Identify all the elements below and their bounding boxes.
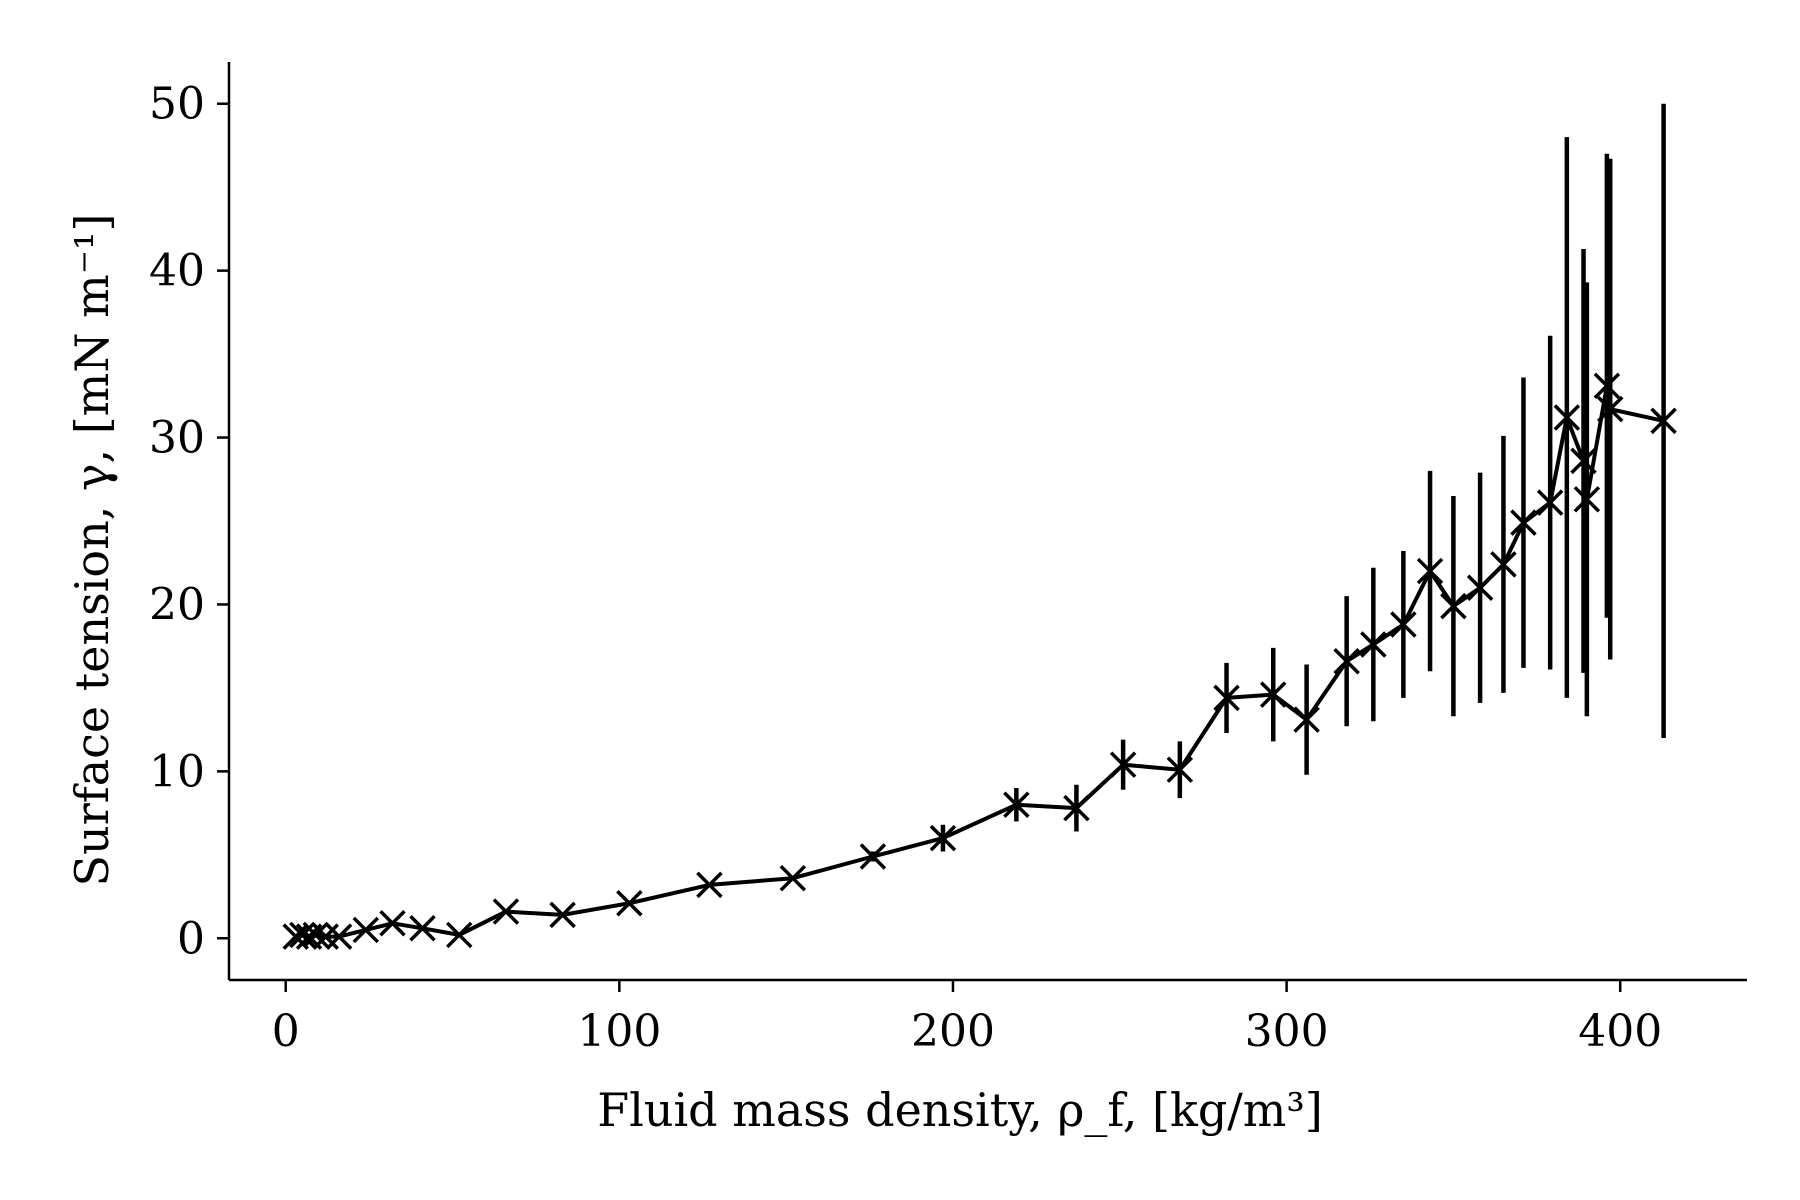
data-point (1593, 372, 1621, 400)
data-point (1260, 681, 1287, 708)
data-point (1440, 592, 1467, 620)
marker-stroke (445, 921, 473, 949)
marker-stroke (1440, 592, 1467, 620)
x-ticks: 0 100 200 300 400 (272, 980, 1662, 1057)
data-point (1063, 794, 1090, 822)
y-axis-label: Surface tension, γ, [mN m⁻¹] (65, 214, 119, 887)
data-point (1510, 509, 1537, 536)
marker-stroke (1213, 684, 1240, 712)
data-point (1536, 489, 1564, 516)
marker-stroke (409, 915, 436, 942)
marker-stroke (1003, 791, 1030, 818)
series-line (295, 383, 1665, 939)
marker-stroke (1510, 509, 1537, 536)
x-tick-label: 400 (1578, 1006, 1662, 1057)
marker-stroke (1596, 395, 1624, 423)
data-point (549, 901, 576, 929)
data-point (1333, 647, 1360, 675)
data-point (302, 921, 329, 949)
errorbars-layer (870, 103, 1666, 862)
marker-stroke (696, 871, 723, 899)
marker-stroke (1109, 751, 1137, 778)
data-point (779, 864, 807, 892)
marker-stroke (312, 923, 339, 950)
data-point (1490, 551, 1517, 578)
y-tick-label: 0 (177, 913, 205, 964)
marker-stroke (1293, 706, 1320, 733)
marker-stroke (352, 916, 380, 944)
data-point (352, 916, 380, 944)
data-point (312, 923, 339, 950)
marker-stroke (1166, 756, 1194, 783)
marker-stroke (1260, 681, 1287, 708)
data-point (1390, 611, 1417, 638)
y-ticks: 0 10 20 30 40 50 (149, 79, 229, 964)
marker-stroke (1360, 631, 1387, 658)
data-point (1596, 395, 1624, 423)
data-point (1003, 791, 1030, 818)
marker-stroke (616, 889, 643, 917)
data-point (445, 921, 473, 949)
data-point (616, 889, 643, 917)
data-point (859, 843, 887, 870)
data-point (1416, 557, 1444, 585)
data-point (492, 898, 520, 925)
marker-stroke (779, 864, 807, 892)
data-point (1109, 751, 1137, 778)
data-point (1466, 574, 1494, 602)
y-tick-label: 30 (149, 413, 205, 464)
x-axis-label: Fluid mass density, ρ_f, [kg/m³] (597, 1083, 1323, 1137)
data-point (1213, 684, 1240, 712)
marker-stroke (282, 923, 309, 950)
data-point (409, 915, 436, 942)
marker-stroke (1573, 486, 1601, 513)
x-tick-label: 0 (272, 1006, 300, 1057)
marker-stroke (289, 921, 316, 949)
data-point (325, 923, 353, 950)
x-tick-label: 200 (911, 1006, 995, 1057)
data-point (1553, 404, 1581, 431)
marker-stroke (492, 898, 520, 925)
marker-stroke (1536, 489, 1564, 516)
marker-stroke (859, 843, 887, 870)
marker-stroke (1593, 372, 1621, 400)
y-tick-label: 50 (149, 79, 205, 130)
marker-stroke (1390, 611, 1417, 638)
x-tick-label: 300 (1245, 1006, 1329, 1057)
marker-stroke (302, 921, 329, 949)
marker-stroke (1063, 794, 1090, 822)
marker-stroke (929, 824, 957, 852)
marker-stroke (549, 901, 576, 929)
y-tick-label: 10 (149, 746, 205, 797)
y-tick-label: 20 (149, 579, 205, 630)
x-tick-label: 100 (577, 1006, 661, 1057)
data-point (929, 824, 957, 852)
markers-layer (282, 372, 1677, 950)
marker-stroke (325, 923, 353, 950)
marker-stroke (1466, 574, 1494, 602)
y-tick-label: 40 (149, 246, 205, 297)
marker-stroke (1570, 447, 1597, 475)
marker-stroke (1333, 647, 1360, 675)
marker-stroke (1416, 557, 1444, 585)
data-point (1360, 631, 1387, 658)
marker-stroke (1650, 407, 1677, 435)
data-point (1573, 486, 1601, 513)
data-point (379, 910, 406, 937)
data-point (1293, 706, 1320, 733)
data-point (289, 921, 316, 949)
marker-stroke (379, 910, 406, 937)
data-point (1166, 756, 1194, 783)
marker-stroke (1490, 551, 1517, 578)
data-point (696, 871, 723, 899)
marker-stroke (1553, 404, 1581, 431)
data-point (1650, 407, 1677, 435)
data-point (1570, 447, 1597, 475)
